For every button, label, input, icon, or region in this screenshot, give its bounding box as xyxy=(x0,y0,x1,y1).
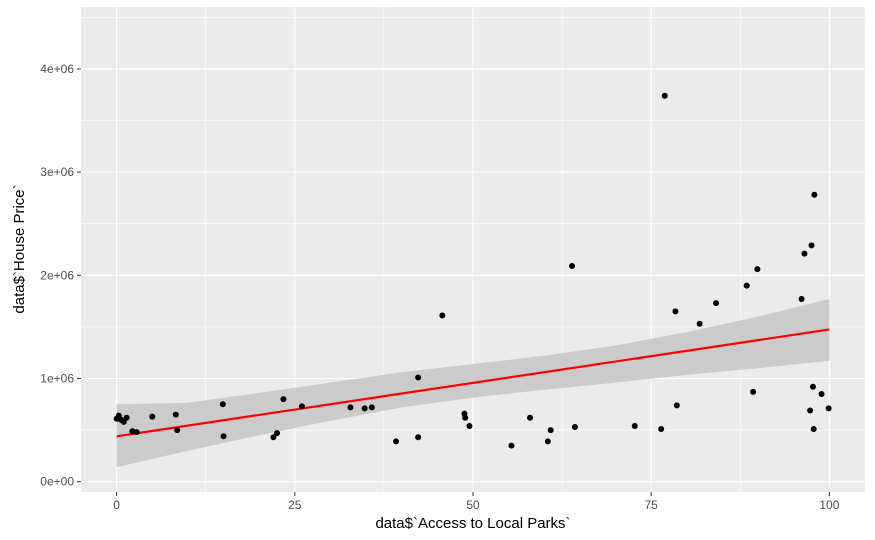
data-point xyxy=(508,442,515,449)
data-point xyxy=(462,414,469,421)
data-point xyxy=(174,427,181,434)
y-tick-label: 3e+06 xyxy=(40,165,74,179)
y-tick-label: 4e+06 xyxy=(40,62,74,76)
x-tick-label: 75 xyxy=(645,498,659,512)
data-point xyxy=(415,434,422,441)
data-point xyxy=(818,390,825,397)
data-point xyxy=(798,296,805,303)
data-point xyxy=(393,438,400,445)
data-point xyxy=(750,388,757,395)
fit-line-layer xyxy=(116,328,830,438)
y-tick-label: 0e+00 xyxy=(40,475,74,489)
data-point xyxy=(673,402,680,409)
data-points xyxy=(113,92,832,449)
y-tick-label: 1e+06 xyxy=(40,371,74,385)
data-point xyxy=(544,438,551,445)
data-point xyxy=(811,191,818,198)
data-point xyxy=(298,403,305,410)
data-point xyxy=(270,434,277,441)
x-tick-label: 50 xyxy=(466,498,480,512)
data-point xyxy=(658,426,665,433)
data-point xyxy=(220,433,227,440)
x-tick-label: 25 xyxy=(288,498,302,512)
data-point xyxy=(569,263,576,270)
x-tick-label: 100 xyxy=(819,498,839,512)
data-point xyxy=(808,242,815,249)
data-point xyxy=(743,282,750,289)
data-point xyxy=(801,250,808,257)
data-point xyxy=(149,413,156,420)
data-point xyxy=(571,423,578,430)
data-point xyxy=(754,266,761,273)
y-axis-title: data$`House Price` xyxy=(11,184,28,313)
data-point xyxy=(547,427,554,434)
data-point xyxy=(631,422,638,429)
data-point xyxy=(368,404,375,411)
data-point xyxy=(713,300,720,307)
data-point xyxy=(439,312,446,319)
x-axis-ticks: 0 25 50 75 100 xyxy=(113,492,840,512)
data-point xyxy=(466,422,473,429)
data-point xyxy=(661,92,668,99)
data-point xyxy=(415,374,422,381)
data-point xyxy=(361,405,368,412)
data-point xyxy=(133,429,140,436)
y-tick-label: 2e+06 xyxy=(40,268,74,282)
x-tick-label: 0 xyxy=(113,498,120,512)
data-point xyxy=(810,426,817,433)
x-axis-title: data$`Access to Local Parks` xyxy=(375,515,570,532)
data-point xyxy=(123,414,130,421)
data-point xyxy=(696,320,703,327)
data-point xyxy=(347,404,354,411)
data-point xyxy=(807,407,814,414)
data-point xyxy=(280,396,287,403)
data-point xyxy=(527,414,534,421)
data-point xyxy=(274,430,280,437)
data-point xyxy=(172,411,179,418)
data-point xyxy=(219,401,226,408)
y-axis-ticks: 0e+00 1e+06 2e+06 3e+06 4e+06 xyxy=(40,62,81,489)
regression-line xyxy=(116,328,830,438)
data-point xyxy=(672,308,679,315)
data-point xyxy=(825,405,832,412)
data-point xyxy=(809,383,816,390)
